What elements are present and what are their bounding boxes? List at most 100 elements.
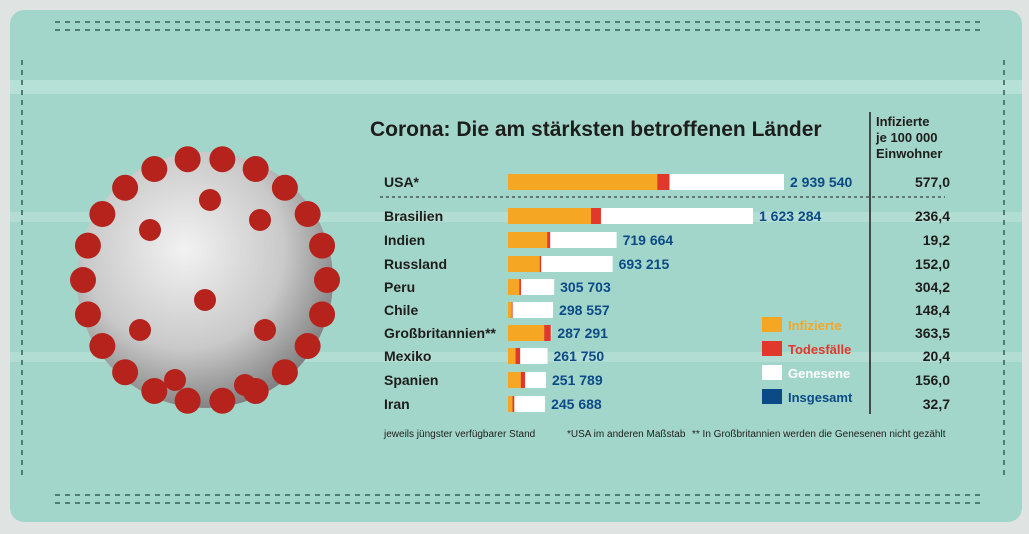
per-capita-value: 32,7 [923,396,950,412]
total-label: 719 664 [623,232,674,248]
bar-segment-infizierte [508,325,545,341]
bar-segment-infizierte [508,174,658,190]
virus-spike [174,387,201,414]
legend-swatch [762,365,782,380]
virus-spike [309,301,336,328]
virus-spike [294,201,321,228]
footnote-mid: *USA im anderen Maßstab [567,429,686,440]
per-capita-value: 148,4 [915,302,950,318]
virus-spike [199,189,221,211]
per-capita-value: 236,4 [915,208,950,224]
country-label: Indien [384,232,425,248]
bar-segment-infizierte [508,208,592,224]
per-capita-header-line1: Infizierte [876,114,929,129]
virus-spike [141,377,168,404]
bar-segment-todesfälle [519,279,521,295]
bar-segment-genesene [550,232,617,248]
bar-segment-genesene [512,302,554,318]
bar-segment-genesene [520,279,555,295]
total-label: 305 703 [560,279,611,295]
stitching [21,21,1005,504]
virus-spike [164,369,186,391]
virus-spike [129,319,151,341]
per-capita-value: 20,4 [923,348,950,364]
bar-segment-genesene [525,372,547,388]
virus-spike [294,332,321,359]
per-capita-value: 156,0 [915,372,950,388]
total-label: 693 215 [619,256,670,272]
virus-spike [174,146,201,173]
virus-spike [139,219,161,241]
virus-spike [74,301,101,328]
legend-swatch [762,389,782,404]
bar-segment-todesfälle [547,232,551,248]
virus-spike [112,359,139,386]
bar-segment-todesfälle [520,372,526,388]
bar-segment-infizierte [508,232,548,248]
virus-spike [271,359,298,386]
virus-illustration [70,146,340,414]
country-label: Spanien [384,372,438,388]
per-capita-value: 19,2 [923,232,950,248]
country-label: Großbritannien** [384,325,497,341]
per-capita-header-line3: Einwohner [876,146,942,161]
virus-spike [74,232,101,259]
total-label: 298 557 [559,302,610,318]
country-label: Mexiko [384,348,431,364]
bar-segment-genesene [520,348,548,364]
bar-segment-todesfälle [512,396,515,412]
mask-pleat [10,80,1022,94]
country-label: Russland [384,256,447,272]
virus-spike [309,232,336,259]
country-label: Chile [384,302,418,318]
legend-label: Insgesamt [788,390,853,405]
bar-segment-infizierte [508,348,516,364]
bar-segment-todesfälle [591,208,601,224]
chart-rows: USA* 2 939 540 577,0 Brasilien 1 623 284 236,… [384,174,950,412]
bar-segment-infizierte [508,302,512,318]
virus-spike [70,267,96,293]
chart-legend: Infizierte Todesfälle Genesene Insgesamt [762,317,853,405]
bar-segment-genesene [541,256,613,272]
bar-segment-todesfälle [657,174,670,190]
virus-spike [254,319,276,341]
bar-segment-genesene [669,174,784,190]
virus-spike [234,374,256,396]
bar-segment-todesfälle [515,348,521,364]
footnote-right: ** In Großbritannien werden die Genesene… [692,429,946,440]
bar-segment-infizierte [508,396,513,412]
virus-spike [249,209,271,231]
bar-segment-infizierte [508,279,520,295]
total-label: 251 789 [552,372,603,388]
total-label: 1 623 284 [759,208,821,224]
virus-spike [141,156,168,183]
per-capita-value: 304,2 [915,279,950,295]
virus-spike [271,174,298,201]
bar-segment-genesene [514,396,546,412]
virus-spike [242,156,269,183]
virus-spike [89,332,116,359]
per-capita-value: 577,0 [915,174,950,190]
bar-segment-todesfälle [544,325,551,341]
country-label: USA* [384,174,420,190]
legend-label: Genesene [788,366,850,381]
per-capita-value: 152,0 [915,256,950,272]
bar-segment-genesene [600,208,753,224]
country-label: Iran [384,396,410,412]
bar-segment-todesfälle [511,302,513,318]
total-label: 287 291 [557,325,608,341]
virus-spike [314,267,340,293]
per-capita-header-line2: je 100 000 [875,130,937,145]
virus-spike [89,201,116,228]
virus-spike [209,146,236,173]
total-label: 2 939 540 [790,174,852,190]
per-capita-header: Infizierte je 100 000 Einwohner [875,114,942,161]
total-label: 245 688 [551,396,602,412]
bar-segment-todesfälle [539,256,542,272]
bar-segment-infizierte [508,372,521,388]
virus-spike [209,387,236,414]
legend-label: Todesfälle [788,342,851,357]
chart-title: Corona: Die am stärksten betroffenen Län… [370,118,822,141]
